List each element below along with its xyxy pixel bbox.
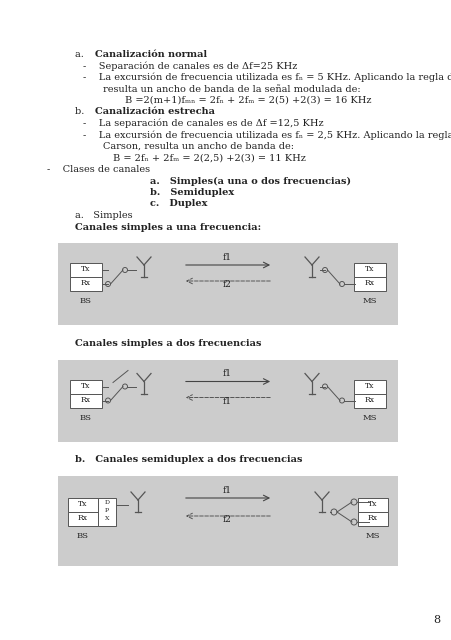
Bar <box>58 476 397 566</box>
Text: Tx: Tx <box>364 265 374 273</box>
Text: Canales simples a dos frecuencias: Canales simples a dos frecuencias <box>75 339 261 348</box>
Text: Rx: Rx <box>364 279 374 287</box>
Bar <box>68 512 98 526</box>
Bar <box>353 263 385 277</box>
Text: Canalización normal: Canalización normal <box>95 50 207 59</box>
Text: Rx: Rx <box>81 279 91 287</box>
Text: b.: b. <box>75 108 93 116</box>
Text: f1: f1 <box>222 369 231 378</box>
Bar <box>353 394 385 408</box>
Text: Tx: Tx <box>81 381 91 390</box>
Bar <box>58 360 397 442</box>
Bar <box>353 277 385 291</box>
Text: X: X <box>105 516 109 521</box>
Text: MS: MS <box>362 413 377 422</box>
Text: Canales simples a una frecuencia:: Canales simples a una frecuencia: <box>75 223 261 232</box>
Text: MS: MS <box>365 532 379 540</box>
Text: D: D <box>104 500 109 505</box>
Text: MS: MS <box>362 297 377 305</box>
Text: Rx: Rx <box>81 396 91 403</box>
Text: Tx: Tx <box>81 265 91 273</box>
Text: a.   Simples(a una o dos frecuencias): a. Simples(a una o dos frecuencias) <box>150 177 350 186</box>
Text: Canalización estrecha: Canalización estrecha <box>95 108 215 116</box>
Text: BS: BS <box>77 532 89 540</box>
Text: Tx: Tx <box>78 500 87 508</box>
Text: f1: f1 <box>222 253 231 262</box>
Text: Rx: Rx <box>78 514 88 522</box>
Text: 8: 8 <box>432 615 439 625</box>
Bar <box>70 277 102 291</box>
Text: -    La excursión de frecuencia utilizada es fₙ = 2,5 KHz. Aplicando la regla de: - La excursión de frecuencia utilizada e… <box>83 131 451 140</box>
Text: resulta un ancho de banda de la señal modulada de:: resulta un ancho de banda de la señal mo… <box>103 84 360 93</box>
Text: a.   Simples: a. Simples <box>75 211 132 220</box>
Text: Tx: Tx <box>364 381 374 390</box>
Text: BS: BS <box>80 413 92 422</box>
Text: -    Separación de canales es de Δf=25 KHz: - Separación de canales es de Δf=25 KHz <box>83 61 297 71</box>
Text: Carson, resulta un ancho de banda de:: Carson, resulta un ancho de banda de: <box>103 142 293 151</box>
Bar <box>68 498 98 512</box>
Text: -    La separación de canales es de Δf =12,5 KHz: - La separación de canales es de Δf =12,… <box>83 119 323 129</box>
Text: B = 2fₙ + 2fₘ = 2(2,5) +2(3) = 11 KHz: B = 2fₙ + 2fₘ = 2(2,5) +2(3) = 11 KHz <box>113 154 305 163</box>
Bar <box>353 380 385 394</box>
Text: c.   Duplex: c. Duplex <box>150 200 207 209</box>
Bar <box>357 512 387 526</box>
Bar <box>357 498 387 512</box>
Text: -    La excursión de frecuencia utilizada es fₙ = 5 KHz. Aplicando la regla de C: - La excursión de frecuencia utilizada e… <box>83 73 451 83</box>
Text: B =2(m+1)fₘₙ = 2fₙ + 2fₘ = 2(5) +2(3) = 16 KHz: B =2(m+1)fₘₙ = 2fₙ + 2fₘ = 2(5) +2(3) = … <box>125 96 371 105</box>
Text: b.   Semiduplex: b. Semiduplex <box>150 188 234 197</box>
Text: f2: f2 <box>222 515 231 524</box>
Text: Tx: Tx <box>368 500 377 508</box>
Bar <box>70 394 102 408</box>
Text: P: P <box>105 508 109 513</box>
Text: a.: a. <box>75 50 93 59</box>
Bar <box>70 380 102 394</box>
Text: f2: f2 <box>222 280 231 289</box>
Bar <box>98 498 116 526</box>
Text: BS: BS <box>80 297 92 305</box>
Text: -    Clases de canales: - Clases de canales <box>47 165 150 174</box>
Text: Rx: Rx <box>364 396 374 403</box>
Text: b.   Canales semiduplex a dos frecuencias: b. Canales semiduplex a dos frecuencias <box>75 456 302 465</box>
Text: f1: f1 <box>222 486 231 495</box>
Bar <box>58 243 397 325</box>
Text: f1: f1 <box>222 397 231 406</box>
Bar <box>70 263 102 277</box>
Text: Rx: Rx <box>367 514 377 522</box>
